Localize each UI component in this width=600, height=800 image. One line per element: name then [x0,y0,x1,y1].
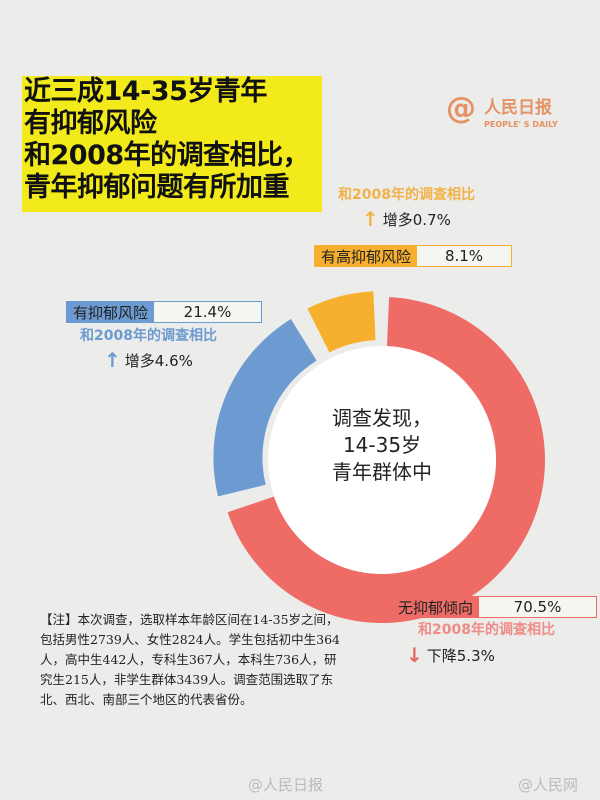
high-risk-label: 有高抑郁风险 8.1% [314,245,512,267]
risk-value: 21.4% [154,302,261,322]
slice-no-tendency [227,297,545,624]
risk-label: 有抑郁风险 21.4% [66,301,262,323]
high-risk-value: 8.1% [417,246,511,266]
high-change-row: ↑ 增多0.7% [362,208,451,231]
arrow-down-icon: ↓ [406,643,423,667]
risk-change-row: ↑ 增多4.6% [104,349,193,372]
none-change: 下降5.3% [426,646,495,665]
logo-cn: 人民日报 [484,98,552,118]
center-text: 调查发现， 14-35岁 青年群体中 [332,406,432,484]
high-change: 增多0.7% [382,210,451,229]
title-highlight [22,76,322,212]
at-icon: @ [446,91,476,126]
slice-high-risk [307,291,376,353]
none-compare-caption: 和2008年的调查相比 [418,622,555,638]
slice-risk [213,318,317,497]
donut-center [268,346,496,574]
high-compare-caption: 和2008年的调查相比 [338,187,475,203]
page-title: 近三成14-35岁青年 有抑郁风险 和2008年的调查相比， 青年抑郁问题有所加… [24,76,310,203]
none-name: 无抑郁倾向 [392,597,480,617]
logo-en: PEOPLE' S DAILY [484,120,558,129]
arrow-up-icon: ↑ [362,207,379,231]
none-label: 无抑郁倾向 70.5% [391,596,597,618]
peoples-daily-logo: @ 人民日报 PEOPLE' S DAILY [446,92,596,132]
risk-name: 有抑郁风险 [67,302,155,322]
risk-change: 增多4.6% [124,351,193,370]
high-risk-name: 有高抑郁风险 [315,246,418,266]
survey-note: 【注】本次调查，选取样本年龄区间在14-35岁之间，包括男性2739人、女性28… [40,612,340,707]
none-change-row: ↓ 下降5.3% [406,644,495,667]
watermark-weibo-people-cn: @人民网 [518,776,579,794]
none-value: 70.5% [479,597,596,617]
risk-compare-caption: 和2008年的调查相比 [80,328,217,344]
arrow-up-icon: ↑ [104,348,121,372]
watermark-weibo-peoples-daily: @人民日报 [248,776,324,794]
